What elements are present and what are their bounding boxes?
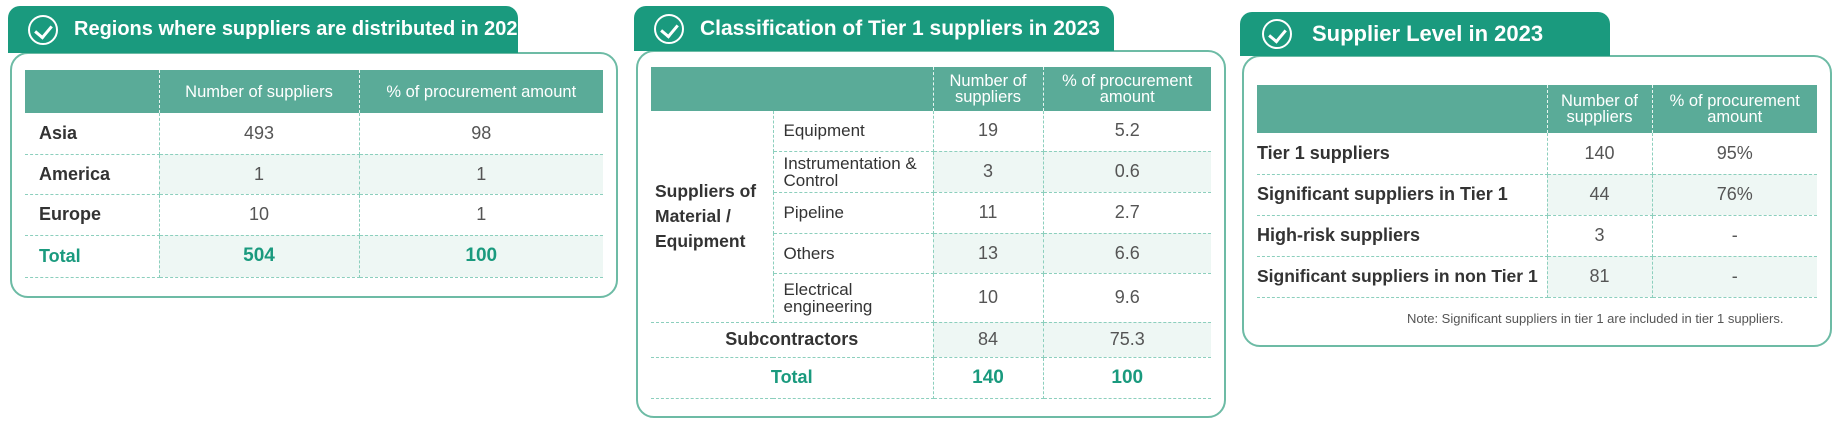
row-count: 84 (933, 322, 1044, 358)
table-row: Suppliers of Material / Equipment Equipm… (651, 111, 1211, 323)
column-header (1257, 85, 1548, 133)
row-pct: - (1652, 256, 1817, 298)
table-row: Electrical engineering 10 9.6 (651, 273, 1211, 323)
row-label: High-risk suppliers (1257, 215, 1548, 257)
column-header-count: Number of suppliers (159, 70, 360, 113)
row-pct: 1 (359, 154, 603, 195)
row-pct: 0.6 (1043, 151, 1211, 193)
row-label: America (25, 154, 160, 195)
row-label: Significant suppliers in non Tier 1 (1257, 256, 1548, 298)
row-label: Tier 1 suppliers (1257, 133, 1548, 175)
table-row: Significant suppliers in non Tier 1 81 - (1257, 256, 1817, 298)
row-pct: 9.6 (1043, 273, 1211, 323)
row-count: 10 (933, 273, 1044, 323)
row-count: 10 (159, 194, 360, 236)
row-pct: 75.3 (1043, 322, 1211, 358)
sub-row-label: Instrumentation & Control (773, 151, 934, 193)
table-row: Others 13 6.6 (651, 233, 1211, 274)
footnote: Note: Significant suppliers in tier 1 ar… (1407, 311, 1784, 326)
row-label: Europe (25, 194, 160, 236)
column-header-pct: % of procurement amount (359, 70, 603, 113)
total-pct: 100 (1043, 357, 1211, 399)
table-row: Pipeline 11 2.7 (651, 192, 1211, 234)
row-pct: 2.7 (1043, 192, 1211, 234)
total-pct: 100 (359, 235, 603, 278)
row-pct: - (1652, 215, 1817, 257)
total-count: 504 (159, 235, 360, 278)
row-count: 3 (1547, 215, 1653, 257)
table-row: Europe 10 1 (25, 194, 603, 236)
table-header-row: Number of suppliers % of procurement amo… (651, 67, 1211, 111)
row-count: 3 (933, 151, 1044, 193)
group-label: Suppliers of Material / Equipment (651, 111, 774, 323)
tier1-classification-table: Number of suppliers % of procurement amo… (651, 67, 1211, 399)
panel-regions-title: Regions where suppliers are distributed … (74, 18, 529, 40)
total-count: 140 (933, 357, 1044, 399)
subcontractors-label: Subcontractors (651, 322, 934, 358)
row-pct: 6.6 (1043, 233, 1211, 274)
panel-level-title-tab: Supplier Level in 2023 (1240, 12, 1610, 56)
total-label: Total (651, 357, 934, 399)
check-circle-icon (654, 13, 684, 44)
row-pct: 76% (1652, 174, 1817, 216)
row-label: Significant suppliers in Tier 1 (1257, 174, 1548, 216)
total-row: Total 140 100 (651, 357, 1211, 399)
row-pct: 5.2 (1043, 111, 1211, 152)
total-row: Total 504 100 (25, 235, 603, 278)
row-pct: 98 (359, 113, 603, 155)
table-row: Asia 493 98 (25, 113, 603, 155)
table-row: Instrumentation & Control 3 0.6 (651, 151, 1211, 193)
row-count: 19 (933, 111, 1044, 152)
table-row: Significant suppliers in Tier 1 44 76% (1257, 174, 1817, 216)
table-row: Tier 1 suppliers 140 95% (1257, 133, 1817, 175)
sub-row-label: Pipeline (773, 192, 934, 234)
table-header-row: Number of suppliers % of procurement amo… (1257, 85, 1817, 133)
panel-tier1-title: Classification of Tier 1 suppliers in 20… (700, 16, 1100, 40)
column-header-count: Number of suppliers (1547, 85, 1653, 133)
row-count: 493 (159, 113, 360, 155)
row-count: 1 (159, 154, 360, 195)
column-header-pct: % of procurement amount (1043, 67, 1211, 111)
column-header (651, 67, 934, 111)
row-count: 140 (1547, 133, 1653, 175)
supplier-level-table: Number of suppliers % of procurement amo… (1257, 85, 1817, 298)
sub-row-label: Electrical engineering (773, 273, 934, 323)
table-header-row: Number of suppliers % of procurement amo… (25, 70, 603, 113)
row-pct: 1 (359, 194, 603, 236)
sub-row-label: Others (773, 233, 934, 274)
row-label: Asia (25, 113, 160, 155)
row-count: 13 (933, 233, 1044, 274)
panel-tier1-title-tab: Classification of Tier 1 suppliers in 20… (634, 6, 1114, 51)
column-header-pct: % of procurement amount (1652, 85, 1817, 133)
column-header (25, 70, 160, 113)
column-header-count: Number of suppliers (933, 67, 1044, 111)
row-pct: 95% (1652, 133, 1817, 175)
check-circle-icon (1262, 19, 1292, 49)
row-count: 81 (1547, 256, 1653, 298)
panel-level-title: Supplier Level in 2023 (1312, 21, 1544, 46)
sub-row-label: Equipment (773, 111, 934, 152)
subcontractors-row: Subcontractors 84 75.3 (651, 322, 1211, 358)
row-count: 44 (1547, 174, 1653, 216)
total-label: Total (25, 235, 160, 278)
check-circle-icon (28, 14, 58, 45)
table-row: America 1 1 (25, 154, 603, 195)
regions-table: Number of suppliers % of procurement amo… (25, 70, 603, 278)
row-count: 11 (933, 192, 1044, 234)
panel-regions-title-tab: Regions where suppliers are distributed … (8, 6, 529, 53)
table-row: High-risk suppliers 3 - (1257, 215, 1817, 257)
